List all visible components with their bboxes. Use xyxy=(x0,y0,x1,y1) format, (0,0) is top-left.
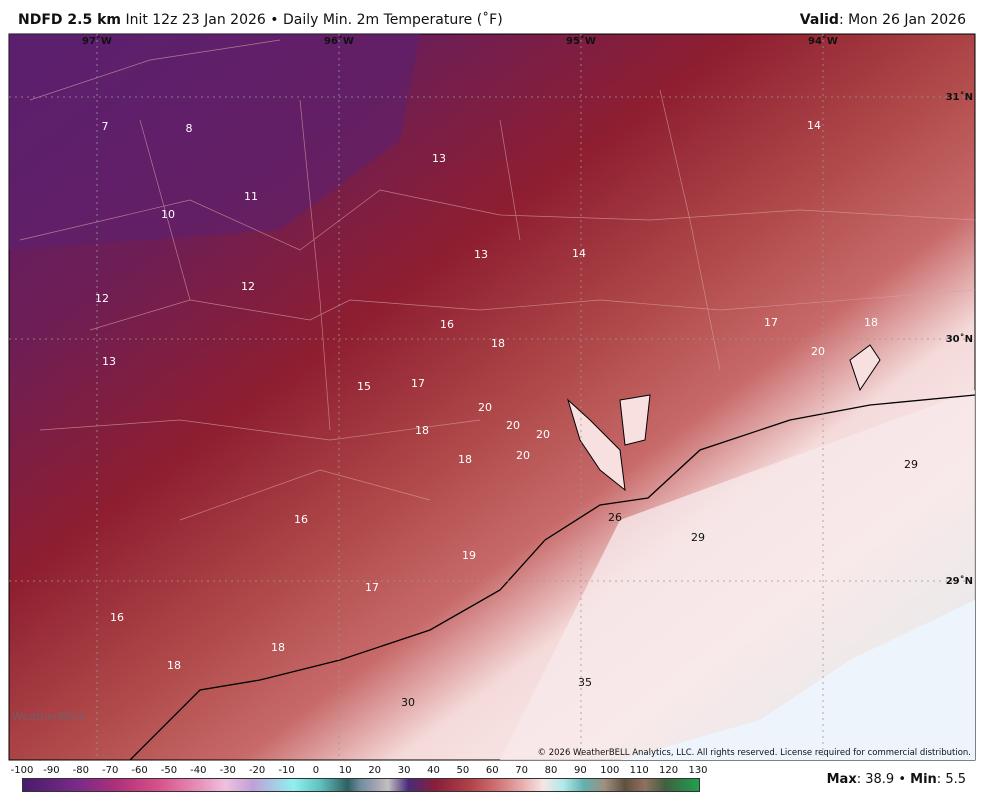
colorbar-tick-label: 30 xyxy=(397,765,411,776)
colorbar-tick-label: 120 xyxy=(659,765,679,776)
colorbar xyxy=(22,778,700,792)
temperature-label: 17 xyxy=(365,581,379,594)
title: NDFD 2.5 km xyxy=(18,12,121,28)
temperature-label: 20 xyxy=(536,428,550,441)
colorbar-tick-label: 80 xyxy=(544,765,558,776)
temperature-label: 13 xyxy=(102,355,116,368)
temperature-label: 30 xyxy=(401,696,415,709)
separator: • xyxy=(898,772,906,787)
copyright: © 2026 WeatherBELL Analytics, LLC. All r… xyxy=(538,748,971,758)
colorbar-tick-label: 90 xyxy=(574,765,587,776)
temperature-label: 13 xyxy=(474,248,488,261)
temperature-label: 18 xyxy=(458,453,472,466)
temperature-label: 18 xyxy=(415,424,429,437)
longitude-label: 96˚W xyxy=(324,35,354,47)
temperature-label: 20 xyxy=(811,345,825,358)
header-right: Valid: Mon 26 Jan 2026 xyxy=(800,12,966,28)
temperature-label: 14 xyxy=(572,247,586,260)
min-label: Min xyxy=(910,772,937,787)
map: WeatherBELL 97˚W 96˚W 95˚W 94˚W 31˚N 30˚N 29˚N… xyxy=(8,33,976,761)
cold-region xyxy=(9,34,420,250)
logo: WeatherBELL xyxy=(12,710,86,723)
stats: Max: 38.9 • Min: 5.5 xyxy=(826,772,966,787)
colorbar-tick-label: 20 xyxy=(368,765,382,776)
latitude-label: 31˚N xyxy=(946,91,973,103)
max-label: Max xyxy=(826,772,857,787)
temperature-label: 8 xyxy=(186,122,193,135)
valid-date: : Mon 26 Jan 2026 xyxy=(838,12,966,28)
colorbar-tick-label: -30 xyxy=(219,765,236,776)
temperature-label: 12 xyxy=(95,292,109,305)
temperature-label: 29 xyxy=(904,458,918,471)
temperature-label: 14 xyxy=(807,119,821,132)
latitude-label: 30˚N xyxy=(946,333,973,345)
temperature-label: 17 xyxy=(764,316,778,329)
header-left: NDFD 2.5 km Init 12z 23 Jan 2026 • Daily… xyxy=(18,12,503,28)
colorbar-tick-label: -40 xyxy=(190,765,207,776)
temperature-label: 29 xyxy=(691,531,705,544)
valid-label: Valid xyxy=(799,12,839,28)
colorbar-tick-label: -70 xyxy=(102,765,119,776)
temperature-label: 16 xyxy=(294,513,308,526)
coastline xyxy=(129,394,976,761)
bays xyxy=(567,344,881,492)
min-value: 5.5 xyxy=(945,772,966,787)
colorbar-tick-label: 60 xyxy=(485,765,499,776)
colorbar-tick-label: -60 xyxy=(131,765,148,776)
temperature-label: 20 xyxy=(506,419,520,432)
longitude-label: 97˚W xyxy=(82,35,112,47)
max-value: 38.9 xyxy=(865,772,895,787)
temperature-label: 17 xyxy=(411,377,425,390)
temperature-label: 26 xyxy=(608,511,622,524)
colorbar-tick-label: 10 xyxy=(338,765,352,776)
colorbar-tick-label: 110 xyxy=(629,765,649,776)
temperature-label: 20 xyxy=(478,401,492,414)
temperature-label: 10 xyxy=(161,208,175,221)
colorbar-tick-label: -90 xyxy=(43,765,60,776)
colorbar-tick-label: 130 xyxy=(688,765,708,776)
temperature-label: 18 xyxy=(271,641,285,654)
temperature-label: 15 xyxy=(357,380,371,393)
temperature-label: 11 xyxy=(244,190,258,203)
subtitle: Init 12z 23 Jan 2026 • Daily Min. 2m Tem… xyxy=(125,12,503,28)
colorbar-tick-label: -100 xyxy=(10,765,34,776)
temperature-label: 18 xyxy=(167,659,181,672)
temperature-label: 12 xyxy=(241,280,255,293)
colorbar-tick-label: 100 xyxy=(600,765,620,776)
temperature-label: 13 xyxy=(432,152,446,165)
colorbar-tick-label: 70 xyxy=(515,765,528,776)
colorbar-tick-label: 0 xyxy=(312,765,320,776)
colorbar-tick-label: 40 xyxy=(427,765,440,776)
temperature-label: 16 xyxy=(110,611,124,624)
county-lines xyxy=(19,39,976,521)
temperature-label: 19 xyxy=(462,549,476,562)
colorbar-tick-label: -10 xyxy=(278,765,295,776)
latitude-label: 29˚N xyxy=(946,575,973,587)
longitude-label: 94˚W xyxy=(808,35,838,47)
colorbar-tick-label: -20 xyxy=(248,765,266,776)
temperature-label: 20 xyxy=(516,449,530,462)
temperature-label: 16 xyxy=(440,318,454,331)
temperature-label: 18 xyxy=(864,316,878,329)
temperature-label: 35 xyxy=(578,676,592,689)
colorbar-tick-label: -80 xyxy=(72,765,89,776)
colorbar-tick-label: 50 xyxy=(456,765,470,776)
temperature-label: 18 xyxy=(491,337,505,350)
colorbar-tick-label: -50 xyxy=(160,765,178,776)
temperature-label: 7 xyxy=(102,120,109,133)
longitude-label: 95˚W xyxy=(566,35,596,47)
gulf-cool xyxy=(620,600,975,760)
